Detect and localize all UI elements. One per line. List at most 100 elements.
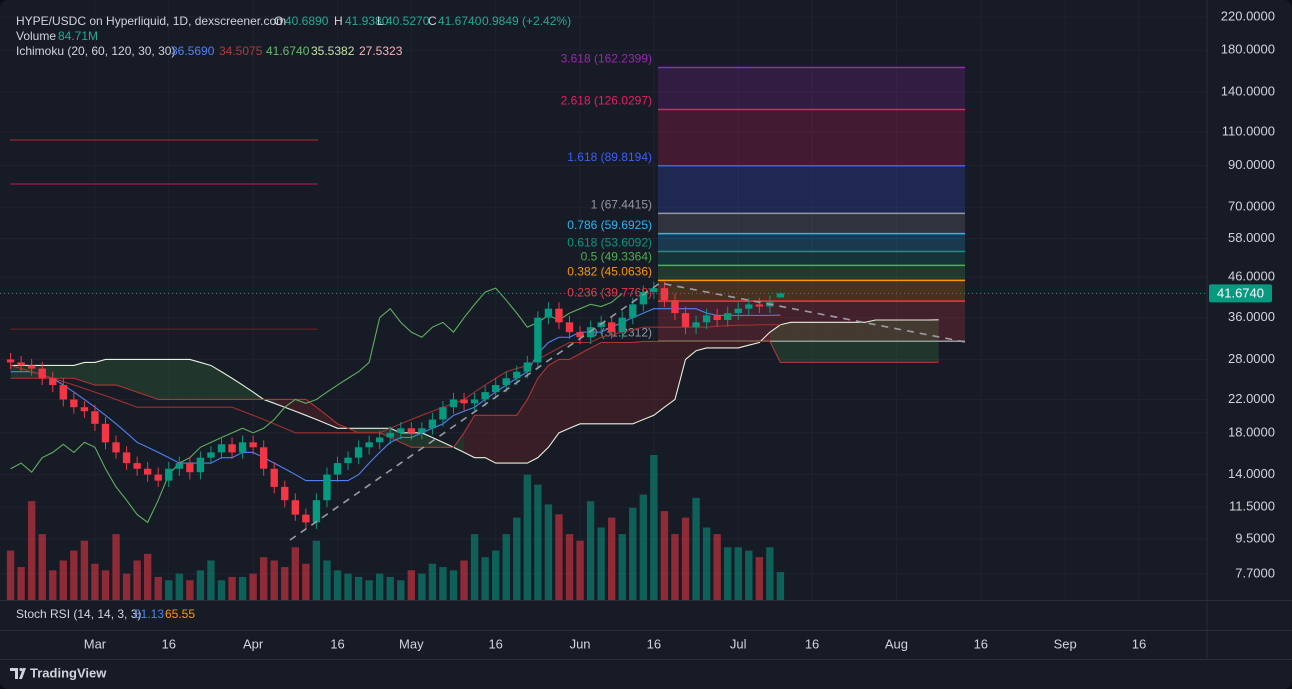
volume-bar xyxy=(576,540,584,600)
candle-body xyxy=(555,308,563,323)
stoch-value: 81.13 xyxy=(134,607,164,621)
cloud-fill xyxy=(400,432,412,448)
cloud-fill xyxy=(284,399,296,412)
ichimoku-line xyxy=(10,324,781,434)
volume-bar xyxy=(133,560,141,600)
volume-bar xyxy=(470,534,479,600)
volume-legend: Volume xyxy=(16,29,56,43)
ohlc-value: 40.6890 xyxy=(285,14,329,28)
candle-body xyxy=(513,371,521,379)
ohlc-value: 40.5270 xyxy=(386,14,430,28)
candle-body xyxy=(112,442,120,453)
volume-bar xyxy=(671,534,679,600)
indicator-layer xyxy=(10,287,781,524)
ichimoku-legend: Ichimoku (20, 60, 120, 30, 30) xyxy=(16,44,175,58)
cloud-fill xyxy=(485,415,496,464)
cloud-fill xyxy=(906,319,918,363)
volume-bar xyxy=(312,540,321,600)
volume-bar xyxy=(639,494,648,600)
cloud-fill xyxy=(73,362,85,382)
candle-body xyxy=(618,317,626,333)
ohlc-key: O xyxy=(274,14,283,28)
cloud-fill xyxy=(527,378,538,464)
volume-bar xyxy=(449,570,458,600)
volume-bar xyxy=(101,570,110,600)
candle-body xyxy=(650,288,658,293)
cloud-fill xyxy=(274,399,285,408)
volume-bar xyxy=(217,580,226,600)
x-tick-label: Jul xyxy=(730,636,747,651)
volume-bar xyxy=(586,501,595,600)
x-tick-label: Jun xyxy=(570,636,591,651)
candle-body xyxy=(38,368,46,379)
candle-layer xyxy=(6,281,785,529)
cloud-fill xyxy=(326,415,338,429)
volume-layer xyxy=(6,455,785,600)
y-tick-label: 180.0000 xyxy=(1221,42,1275,57)
candle-body xyxy=(470,399,479,404)
candle-body xyxy=(375,437,384,443)
cloud-fill xyxy=(822,322,834,363)
cloud-fill xyxy=(52,365,64,379)
cloud-fill xyxy=(717,341,728,348)
candle-body xyxy=(291,500,300,515)
volume-bar xyxy=(80,540,89,600)
cloud-fill xyxy=(664,341,675,408)
volume-bar xyxy=(766,547,774,600)
x-tick-label: 16 xyxy=(488,636,502,651)
cloud-fill xyxy=(558,359,570,433)
cloud-fill xyxy=(200,362,211,400)
ichimoku-value: 27.5323 xyxy=(359,44,403,58)
ichimoku-value: 36.5690 xyxy=(171,44,215,58)
candle-body xyxy=(428,419,437,429)
volume-bar xyxy=(386,576,394,600)
volume-bar xyxy=(502,534,510,600)
y-tick-label: 70.0000 xyxy=(1228,199,1275,214)
cloud-fill xyxy=(126,359,138,393)
x-tick-label: Mar xyxy=(84,636,107,651)
fib-band xyxy=(658,233,965,252)
cloud-fill xyxy=(464,415,475,458)
cloud-fill xyxy=(854,322,865,363)
cloud-fill xyxy=(358,428,370,433)
x-tick-label: 16 xyxy=(647,636,661,651)
volume-bar xyxy=(175,573,184,600)
change: 0.9849 (+2.42%) xyxy=(482,14,571,28)
cloud-fill xyxy=(179,359,190,400)
fib-label: 0.382 (45.0636) xyxy=(567,265,652,279)
candle-body xyxy=(586,327,595,338)
candle-body xyxy=(713,315,721,320)
cloud-fill xyxy=(569,353,581,429)
candle-body xyxy=(143,468,152,475)
volume-bar xyxy=(407,570,416,600)
x-tick-label: 16 xyxy=(162,636,176,651)
candle-body xyxy=(302,514,310,523)
cloud-fill xyxy=(548,359,559,448)
volume-bar xyxy=(122,573,131,600)
volume-bar xyxy=(544,504,553,600)
cloud-fill xyxy=(674,341,686,400)
candle-body xyxy=(386,432,394,438)
volume-bar xyxy=(59,560,67,600)
fib-band xyxy=(658,265,965,281)
volume-bar xyxy=(270,560,278,600)
x-tick-label: 16 xyxy=(805,636,819,651)
candle-body xyxy=(133,463,141,469)
cloud-fill xyxy=(833,322,844,363)
volume-bar xyxy=(291,547,300,600)
x-tick-label: 16 xyxy=(330,636,344,651)
volume-bar xyxy=(196,570,205,600)
candle-body xyxy=(724,313,732,320)
cloud-fill xyxy=(864,319,876,363)
candle-body xyxy=(27,365,36,369)
cloud-fill xyxy=(116,359,127,389)
y-tick-label: 110.0000 xyxy=(1222,124,1275,139)
candle-body xyxy=(238,442,247,453)
cloud-fill xyxy=(474,415,486,458)
cloud-layer xyxy=(10,319,939,464)
x-tick-label: Aug xyxy=(885,636,908,651)
ichimoku-value: 41.6740 xyxy=(266,44,310,58)
y-tick-label: 140.0000 xyxy=(1221,83,1275,98)
candle-body xyxy=(502,378,510,386)
candle-body xyxy=(207,452,215,458)
